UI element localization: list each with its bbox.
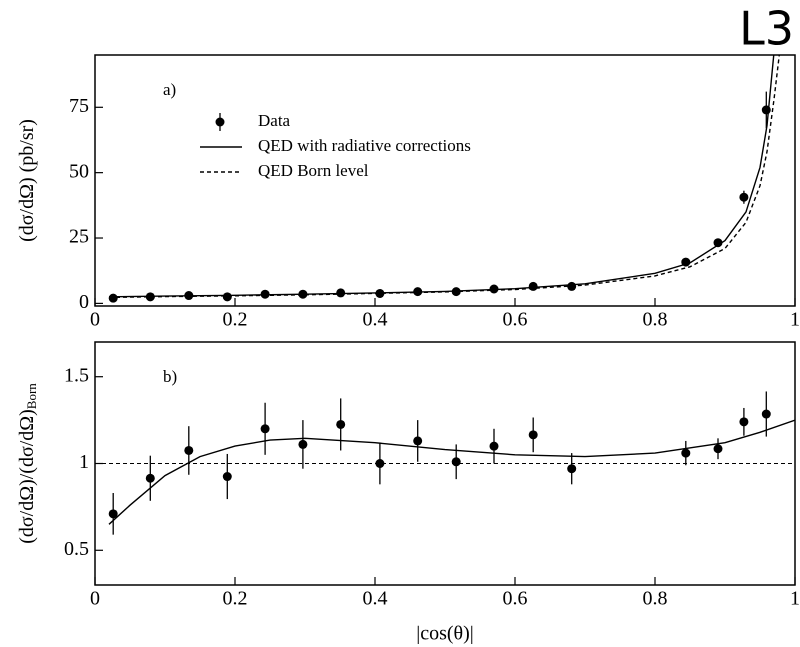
x-tick-label: 0: [90, 309, 100, 331]
plot-frame: [94, 54, 796, 307]
x-tick-label: 0.2: [223, 309, 248, 331]
legend-marker: [215, 117, 225, 127]
x-tick-label: 0.6: [503, 309, 528, 331]
x-tick-label: 0.8: [643, 309, 668, 331]
data-point: [108, 293, 118, 303]
data-point: [298, 439, 308, 449]
x-tick-label: 0.4: [363, 309, 388, 331]
x-tick-label: 0.8: [643, 588, 668, 610]
panel-label: b): [163, 367, 177, 386]
data-point: [222, 472, 232, 482]
x-tick-label: 0.4: [363, 588, 388, 610]
data-point: [681, 448, 691, 458]
y-tick-label: 75: [69, 95, 89, 117]
y-axis-label: (dσ/dΩ)/(dσ/dΩ)Born: [16, 383, 39, 544]
data-point: [567, 464, 577, 474]
x-tick-label: 0.6: [503, 588, 528, 610]
y-tick-label: 50: [69, 160, 89, 182]
data-point: [375, 459, 385, 468]
legend-label: Data: [258, 111, 291, 130]
y-tick-label: 1: [79, 451, 89, 473]
data-point: [108, 509, 118, 519]
y-tick-label: 0.5: [64, 538, 89, 560]
data-point: [528, 281, 538, 291]
data-point: [713, 444, 723, 454]
x-tick-label: 0.2: [223, 588, 248, 610]
data-point: [489, 441, 499, 451]
y-axis-label-text: (dσ/dΩ) (pb/sr): [16, 119, 38, 242]
legend-label: QED Born level: [258, 161, 369, 180]
legend-label: QED with radiative corrections: [258, 136, 471, 155]
y-tick-label: 0: [79, 291, 89, 313]
data-point: [739, 192, 749, 202]
data-point: [260, 424, 270, 434]
logo: L3: [739, 2, 794, 56]
data-point: [413, 436, 423, 446]
data-point: [451, 457, 461, 467]
y-axis-label-sub: Born: [24, 383, 39, 410]
y-tick-label: 1.5: [64, 364, 89, 386]
data-point: [528, 430, 538, 440]
y-axis-label-text: (dσ/dΩ)/(dσ/dΩ): [16, 409, 38, 544]
data-point: [713, 238, 723, 248]
x-axis-label: |cos(θ)|: [416, 623, 474, 645]
x-tick-label: 1: [790, 588, 800, 610]
data-point: [739, 417, 749, 427]
curve: [108, 55, 780, 299]
y-tick-label: 25: [69, 226, 89, 248]
x-tick-label: 0: [90, 588, 100, 610]
data-point: [184, 445, 194, 455]
data-point: [761, 409, 771, 419]
curve: [108, 55, 775, 298]
y-axis-label: (dσ/dΩ) (pb/sr): [16, 119, 38, 242]
data-point: [145, 473, 155, 483]
data-point: [336, 419, 346, 429]
panel-label: a): [163, 80, 176, 99]
curve: [108, 419, 795, 525]
data-point: [222, 292, 232, 302]
x-tick-label: 1: [790, 309, 800, 331]
